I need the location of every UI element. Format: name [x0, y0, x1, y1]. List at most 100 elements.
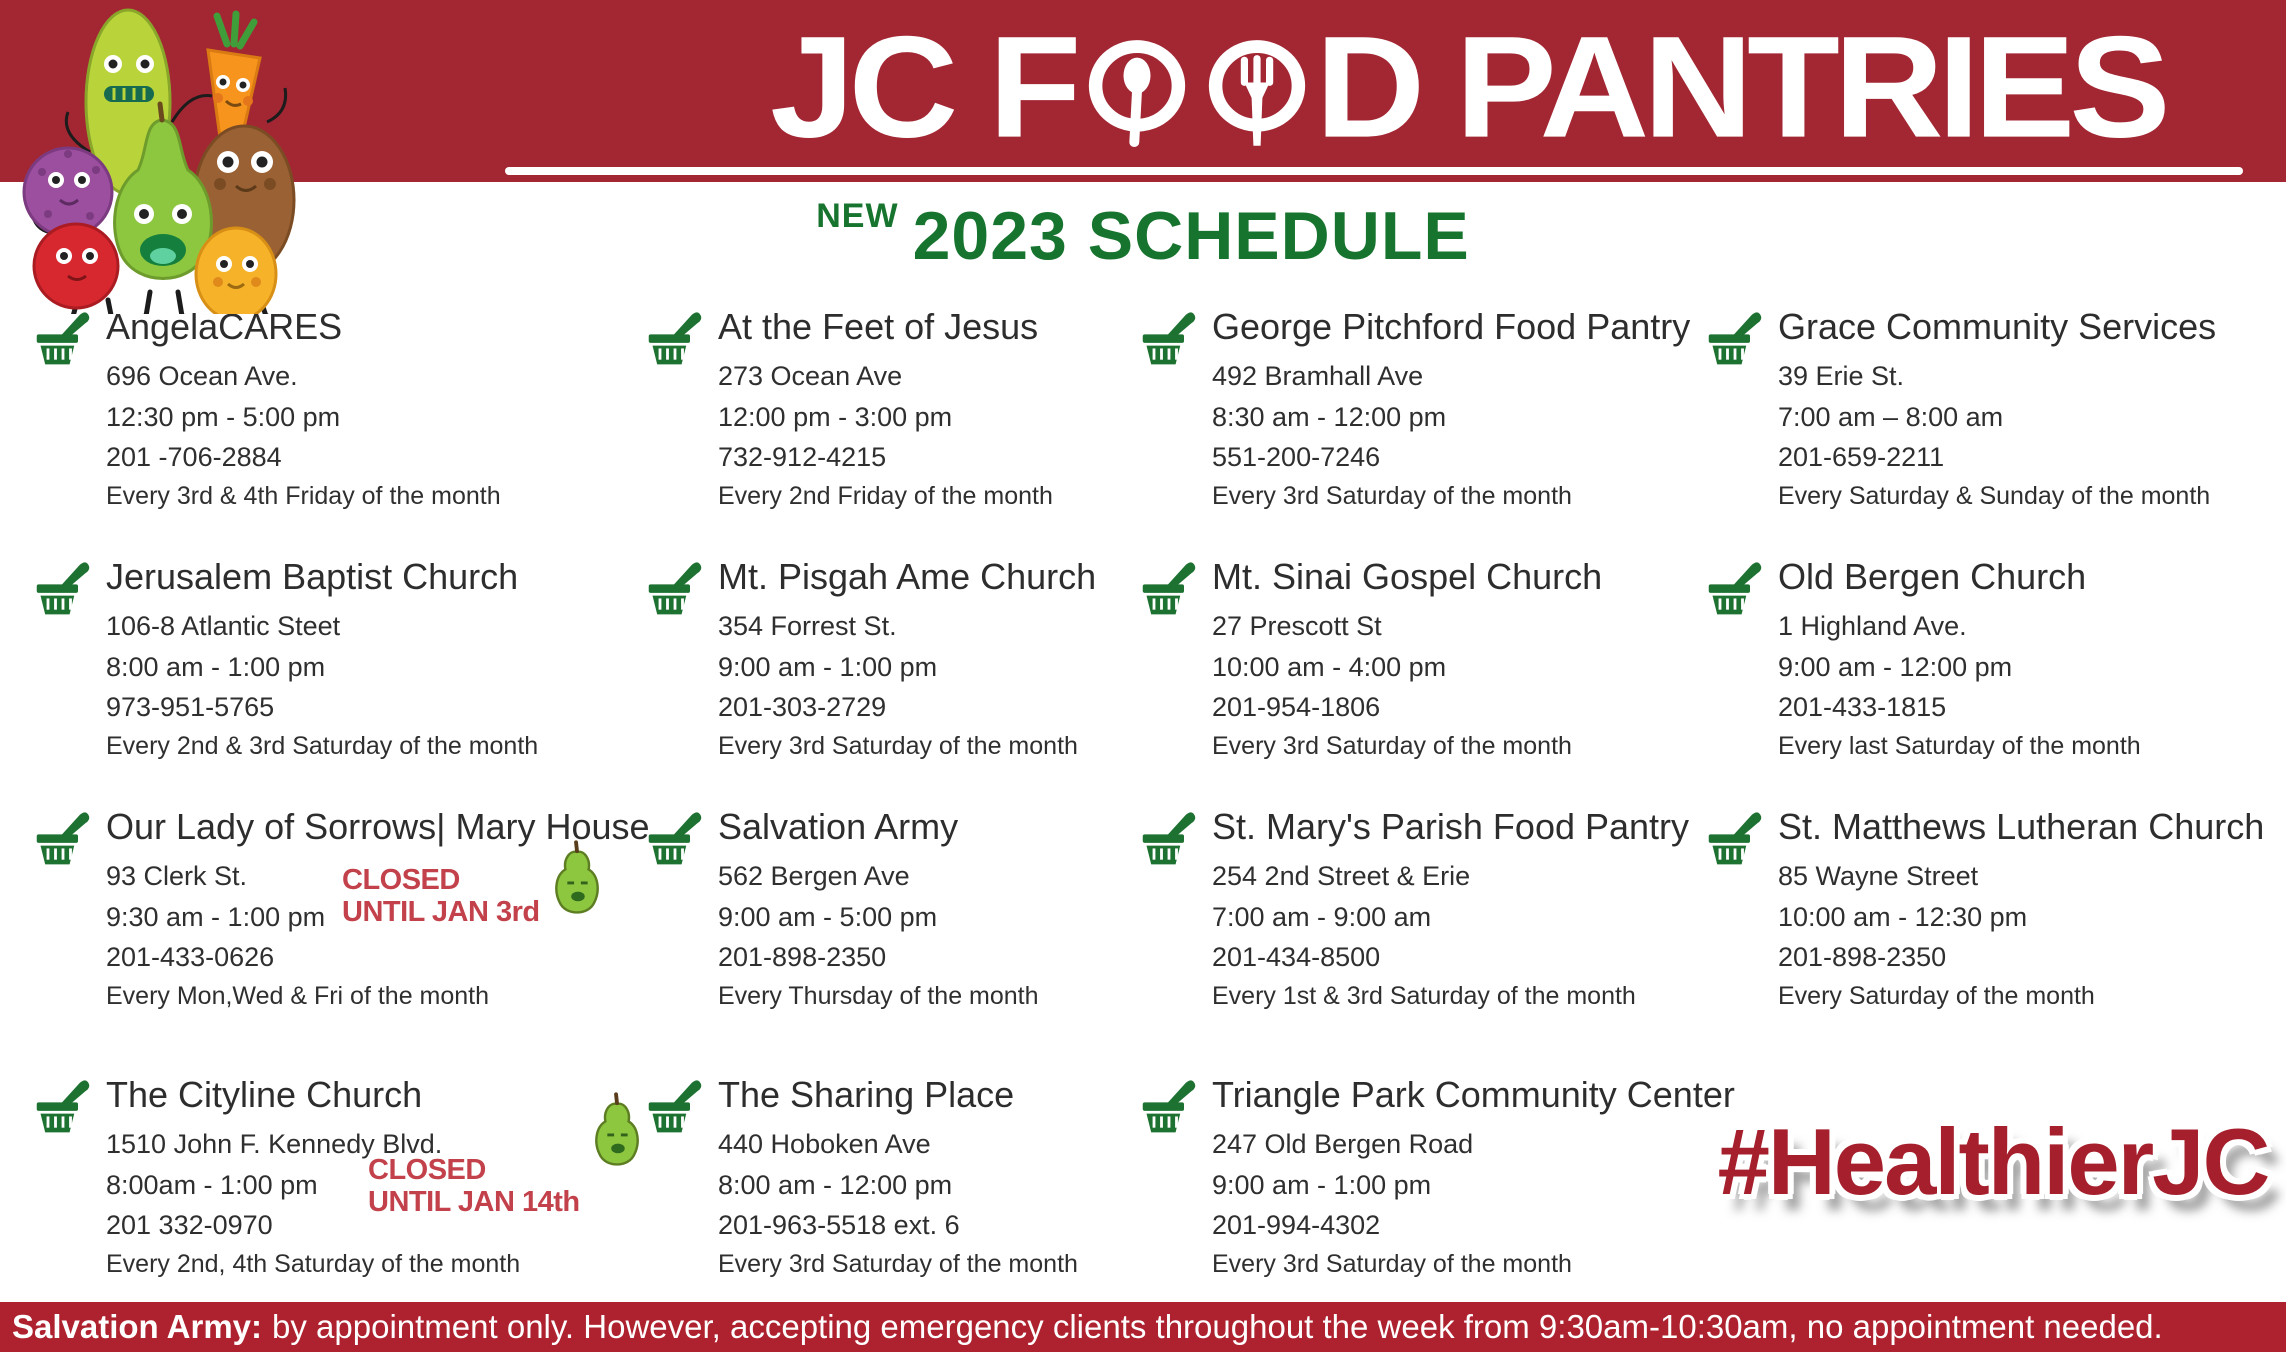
- pantry-card: AngelaCARES 696 Ocean Ave. 12:30 pm - 5:…: [0, 290, 612, 540]
- pantry-info: Triangle Park Community Center 247 Old B…: [1212, 1074, 1735, 1283]
- pantry-name: Jerusalem Baptist Church: [106, 556, 519, 597]
- pantry-phone: 201-954-1806: [1212, 692, 1381, 722]
- pantry-info: George Pitchford Food Pantry 492 Bramhal…: [1212, 306, 1690, 515]
- pantry-card: Mt. Pisgah Ame Church 354 Forrest St. 9:…: [612, 540, 1106, 790]
- closed-line-1: CLOSED: [368, 1154, 486, 1186]
- pantry-card: At the Feet of Jesus 273 Ocean Ave 12:00…: [612, 290, 1106, 540]
- title-part-left: JC F: [770, 5, 1081, 168]
- pantry-info: At the Feet of Jesus 273 Ocean Ave 12:00…: [718, 306, 1053, 515]
- pantry-address: 1 Highland Ave.: [1778, 611, 1967, 641]
- pantry-hours: 7:00 am - 9:00 am: [1212, 901, 1432, 932]
- year-schedule-label: 2023 SCHEDULE: [912, 198, 1470, 274]
- shopping-basket-icon: [1142, 1080, 1196, 1133]
- pantry-phone: 201 -706-2884: [106, 442, 282, 472]
- closed-line-2: UNTIL JAN 14th: [368, 1186, 580, 1219]
- shopping-basket-icon: [648, 562, 702, 615]
- pantry-card: Salvation Army 562 Bergen Ave 9:00 am - …: [612, 790, 1106, 1058]
- pantry-schedule: Every 2nd, 4th Saturday of the month: [106, 1249, 521, 1278]
- shopping-basket-icon: [1142, 562, 1196, 615]
- pantry-schedule: Every 3rd & 4th Friday of the month: [106, 481, 501, 510]
- closed-line-1: CLOSED: [342, 864, 460, 896]
- pantry-hours: 10:00 am - 4:00 pm: [1212, 651, 1447, 682]
- spoon-o-letter-icon: [1089, 40, 1186, 148]
- pantry-card: Old Bergen Church 1 Highland Ave. 9:00 a…: [1672, 540, 2286, 790]
- pantry-name: George Pitchford Food Pantry: [1212, 306, 1691, 347]
- pantry-schedule: Every 3rd Saturday of the month: [718, 1249, 1078, 1278]
- shopping-basket-icon: [1708, 562, 1762, 615]
- pantry-address: 93 Clerk St.: [106, 861, 248, 891]
- pantry-card: St. Matthews Lutheran Church 85 Wayne St…: [1672, 790, 2286, 1058]
- pantry-info: Jerusalem Baptist Church 106-8 Atlantic …: [106, 556, 538, 765]
- shopping-basket-icon: [36, 562, 90, 615]
- pantry-card: Mt. Sinai Gospel Church 27 Prescott St 1…: [1106, 540, 1672, 790]
- pantry-phone: 201-433-1815: [1778, 692, 1947, 722]
- pantry-hours: 12:00 pm - 3:00 pm: [718, 401, 953, 432]
- pantry-name: Triangle Park Community Center: [1212, 1074, 1735, 1115]
- pantry-card: Grace Community Services 39 Erie St. 7:0…: [1672, 290, 2286, 540]
- pantry-hours: 8:00 am - 1:00 pm: [106, 651, 326, 682]
- pantry-name: The Sharing Place: [718, 1074, 1015, 1115]
- pantry-address: 106-8 Atlantic Steet: [106, 611, 341, 641]
- pantry-name: Mt. Pisgah Ame Church: [718, 556, 1097, 597]
- shopping-basket-icon: [36, 812, 90, 865]
- pantry-name: St. Mary's Parish Food Pantry: [1212, 806, 1690, 847]
- pantry-schedule: Every 2nd & 3rd Saturday of the month: [106, 731, 539, 760]
- pantry-info: Mt. Pisgah Ame Church 354 Forrest St. 9:…: [718, 556, 1096, 765]
- pantry-schedule: Every 2nd Friday of the month: [718, 481, 1053, 510]
- pantry-info: The Sharing Place 440 Hoboken Ave 8:00 a…: [718, 1074, 1078, 1283]
- pantry-schedule: Every 1st & 3rd Saturday of the month: [1212, 981, 1636, 1010]
- pantry-address: 39 Erie St.: [1778, 361, 1905, 391]
- title-underline: [505, 167, 2243, 175]
- pantry-info: St. Matthews Lutheran Church 85 Wayne St…: [1778, 806, 2264, 1015]
- pantry-card: Jerusalem Baptist Church 106-8 Atlantic …: [0, 540, 612, 790]
- pantry-info: Our Lady of Sorrows| Mary House 93 Clerk…: [106, 806, 650, 1015]
- pantry-name: Grace Community Services: [1778, 306, 2217, 347]
- pantry-schedule: Every last Saturday of the month: [1778, 731, 2141, 760]
- schedule-subtitle: NEW 2023 SCHEDULE: [0, 182, 2286, 290]
- new-label: NEW: [816, 196, 899, 235]
- shopping-basket-icon: [1708, 812, 1762, 865]
- page-title: JC F D PANTRIES: [770, 0, 2171, 178]
- pantry-hours: 8:30 am - 12:00 pm: [1212, 401, 1447, 432]
- pantry-hours: 9:00 am - 12:00 pm: [1778, 651, 2013, 682]
- pantry-address: 247 Old Bergen Road: [1212, 1129, 1474, 1159]
- pantry-name: Our Lady of Sorrows| Mary House: [106, 806, 650, 847]
- pantry-schedule: Every 3rd Saturday of the month: [1212, 1249, 1572, 1278]
- pantry-hours: 9:30 am - 1:00 pm: [106, 901, 326, 932]
- pantry-phone: 201-434-8500: [1212, 942, 1381, 972]
- pantry-name: Old Bergen Church: [1778, 556, 2087, 597]
- pantry-schedule: Every Saturday of the month: [1778, 981, 2095, 1010]
- pantry-info: Grace Community Services 39 Erie St. 7:0…: [1778, 306, 2216, 515]
- shopping-basket-icon: [648, 1080, 702, 1133]
- shopping-basket-icon: [1142, 312, 1196, 365]
- closed-notice: CLOSED UNTIL JAN 14th: [368, 1092, 646, 1219]
- pantry-address: 440 Hoboken Ave: [718, 1129, 931, 1159]
- healthierjc-hashtag: #HealthierJC: [1717, 1109, 2271, 1214]
- pantry-address: 85 Wayne Street: [1778, 861, 1979, 891]
- pantry-address: 354 Forrest St.: [718, 611, 897, 641]
- pantry-phone: 551-200-7246: [1212, 442, 1381, 472]
- pantry-info: Mt. Sinai Gospel Church 27 Prescott St 1…: [1212, 556, 1602, 765]
- pantry-phone: 973-951-5765: [106, 692, 275, 722]
- pantry-info: Salvation Army 562 Bergen Ave 9:00 am - …: [718, 806, 1039, 1015]
- pantry-address: 696 Ocean Ave.: [106, 361, 298, 391]
- closed-notice: CLOSED UNTIL JAN 3rd: [342, 840, 606, 929]
- shopping-basket-icon: [36, 1080, 90, 1133]
- pantry-address: 27 Prescott St: [1212, 611, 1382, 641]
- pantry-hours: 10:00 am - 12:30 pm: [1778, 901, 2028, 932]
- pantry-card: St. Mary's Parish Food Pantry 254 2nd St…: [1106, 790, 1689, 1058]
- pantry-info: The Cityline Church 1510 John F. Kennedy…: [106, 1074, 520, 1283]
- pantry-address: 254 2nd Street & Erie: [1212, 861, 1471, 891]
- pantry-schedule: Every 3rd Saturday of the month: [1212, 481, 1572, 510]
- sad-pear-icon: [554, 840, 599, 914]
- pantry-address: 492 Bramhall Ave: [1212, 361, 1424, 391]
- pantry-schedule: Every Thursday of the month: [718, 981, 1039, 1010]
- pantry-name: Salvation Army: [718, 806, 959, 847]
- closed-line-2: UNTIL JAN 3rd: [342, 896, 540, 929]
- pantry-info: Old Bergen Church 1 Highland Ave. 9:00 a…: [1778, 556, 2141, 765]
- pantry-card: The Cityline Church 1510 John F. Kennedy…: [0, 1054, 639, 1290]
- pantry-card: Triangle Park Community Center 247 Old B…: [1106, 1058, 1735, 1290]
- pantry-schedule: Every 3rd Saturday of the month: [718, 731, 1078, 760]
- shopping-basket-icon: [1708, 312, 1762, 365]
- shopping-basket-icon: [36, 312, 90, 365]
